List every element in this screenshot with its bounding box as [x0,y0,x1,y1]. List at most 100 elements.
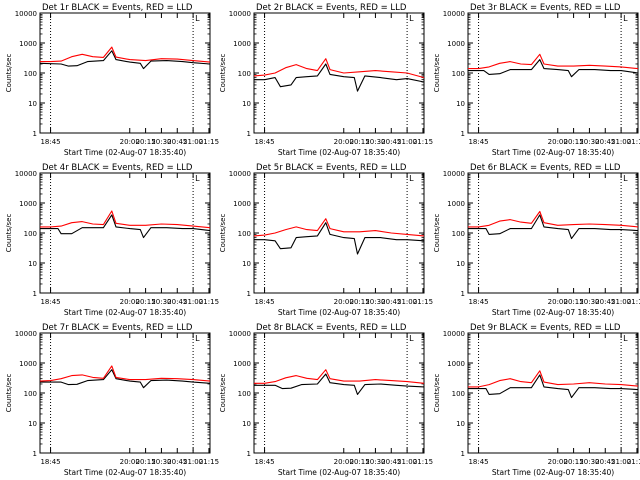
x-axis-label: Start Time (02-Aug-07 18:35:40) [64,468,186,477]
x-tick-label: 21:15 [627,298,640,306]
series-lld-line [40,210,211,229]
y-tick-label: 10 [242,420,251,428]
y-axis-label: Counts/sec [433,374,441,413]
x-tick-label: 20:30 [365,458,385,466]
x-tick-label: 21:00 [397,138,417,146]
y-tick-label: 1000 [233,200,251,208]
series-lld-line [253,58,425,79]
series-lld-line [254,369,425,384]
series-lld-line [468,370,639,388]
y-tick-label: 1 [461,290,465,298]
flag-marker: L [195,174,200,183]
x-tick-label: 20:15 [563,138,583,146]
x-tick-label: 18:45 [40,298,60,306]
y-tick-label: 100 [24,70,37,78]
plot-frame [253,12,425,134]
series-events-line [254,63,425,92]
x-tick-label: 18:45 [468,138,488,146]
y-tick-label: 10000 [15,10,37,18]
x-tick-label: 20:30 [365,138,385,146]
panel-title: Det 9r BLACK = Events, RED = LLD [470,323,621,333]
y-tick-label: 100 [238,230,251,238]
series-lld-line [39,365,211,382]
x-tick-label: 20:45 [595,298,615,306]
plot-frame [467,332,639,454]
y-axis-label: Counts/sec [433,54,441,93]
y-tick-label: 10 [456,100,465,108]
x-tick-label: 20:00 [120,458,140,466]
y-tick-label: 10000 [229,170,251,178]
panel-det-3: Det 3r BLACK = Events, RED = LLD 1 10 100 10… [433,3,640,157]
panel-title: Det 4r BLACK = Events, RED = LLD [42,163,193,173]
y-tick-label: 10000 [443,170,465,178]
y-tick-label: 100 [24,230,37,238]
x-tick-label: 21:15 [413,298,433,306]
y-tick-label: 1000 [447,40,465,48]
x-tick-label: 20:45 [167,298,187,306]
panel-title: Det 5r BLACK = Events, RED = LLD [256,163,407,173]
plot-frame [253,172,425,294]
x-axis-label: Start Time (02-Aug-07 18:35:40) [64,148,186,157]
x-tick-label: 18:45 [40,138,60,146]
x-tick-label: 20:15 [135,298,155,306]
panel-title: Det 2r BLACK = Events, RED = LLD [256,3,407,13]
x-tick-label: 20:45 [381,138,401,146]
y-tick-label: 10000 [443,10,465,18]
y-tick-label: 1000 [233,360,251,368]
y-axis-label: Counts/sec [433,214,441,253]
y-tick-label: 100 [452,230,465,238]
x-tick-label: 21:15 [627,458,640,466]
plot-frame [253,332,425,454]
x-tick-label: 20:45 [595,458,615,466]
x-tick-label: 20:00 [334,138,354,146]
panel-det-6: Det 6r BLACK = Events, RED = LLD 1 10 100 10… [433,163,640,317]
series-events-line [40,369,211,389]
flag-marker: L [623,14,628,23]
panel-det-9: Det 9r BLACK = Events, RED = LLD 1 10 100 10… [433,323,640,477]
panel-det-4: Det 4r BLACK = Events, RED = LLD 1 10 100 10… [5,163,219,317]
panel-det-2: Det 2r BLACK = Events, RED = LLD 1 10 100 10… [219,3,433,157]
y-tick-label: 100 [24,390,37,398]
plot-frame [39,12,211,134]
y-tick-label: 100 [238,70,251,78]
y-axis-label: Counts/sec [219,54,227,93]
x-tick-label: 21:15 [199,138,219,146]
y-tick-label: 10000 [15,330,37,338]
x-axis-label: Start Time (02-Aug-07 18:35:40) [492,468,614,477]
panel-title: Det 8r BLACK = Events, RED = LLD [256,323,407,333]
y-tick-label: 1000 [19,360,37,368]
y-tick-label: 1000 [233,40,251,48]
x-tick-label: 20:45 [167,138,187,146]
x-tick-label: 20:30 [151,458,171,466]
y-tick-label: 10 [28,420,37,428]
series-events-line [254,373,425,395]
x-axis-label: Start Time (02-Aug-07 18:35:40) [492,308,614,317]
series-events-line [254,222,425,255]
y-tick-label: 10000 [229,330,251,338]
x-axis-label: Start Time (02-Aug-07 18:35:40) [278,148,400,157]
x-tick-label: 18:45 [468,458,488,466]
y-tick-label: 1 [33,450,37,458]
series-events-line [40,214,211,239]
x-tick-label: 20:30 [151,298,171,306]
y-tick-label: 10 [242,260,251,268]
x-tick-label: 20:00 [334,458,354,466]
panel-det-7: Det 7r BLACK = Events, RED = LLD 1 10 100 10… [5,323,219,477]
flag-marker: L [409,334,414,343]
x-tick-label: 21:00 [397,458,417,466]
plot-frame [39,172,211,294]
x-tick-label: 20:15 [563,458,583,466]
y-axis-label: Counts/sec [5,54,13,93]
x-tick-label: 20:00 [548,298,568,306]
x-tick-label: 21:15 [413,458,433,466]
x-tick-label: 20:45 [381,298,401,306]
flag-marker: L [409,14,414,23]
y-tick-label: 1000 [19,200,37,208]
flag-marker: L [409,174,414,183]
x-tick-label: 21:15 [627,138,640,146]
x-tick-label: 21:00 [183,458,203,466]
x-tick-label: 21:00 [611,298,631,306]
x-tick-label: 18:45 [254,458,274,466]
series-events-line [468,214,639,240]
